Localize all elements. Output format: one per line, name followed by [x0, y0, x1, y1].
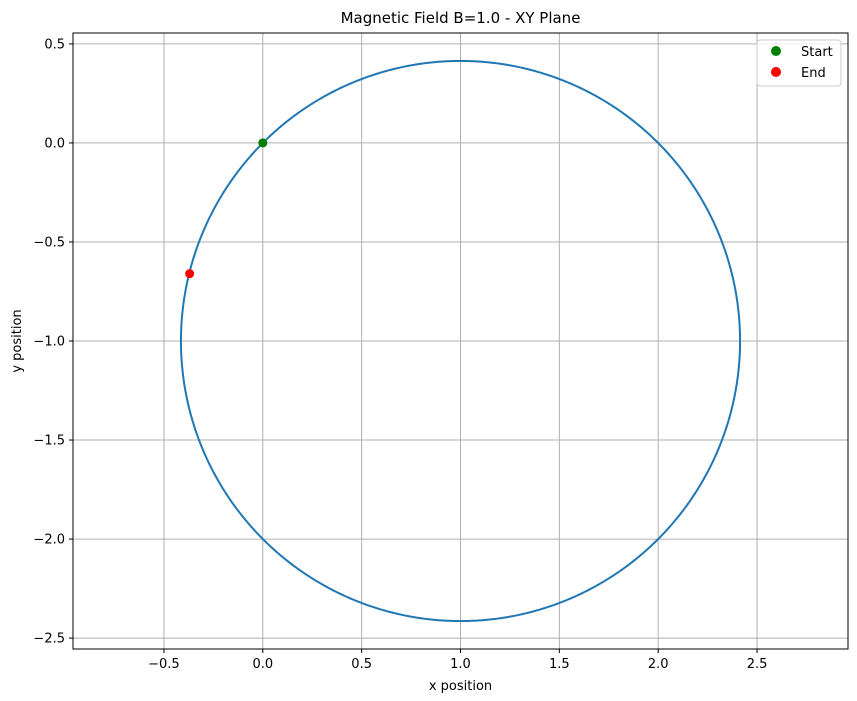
y-tick-label: −1.5: [33, 434, 65, 449]
y-tick-label: −2.0: [33, 533, 65, 548]
chart-title: Magnetic Field B=1.0 - XY Plane: [341, 9, 581, 27]
x-tick-label: 2.5: [747, 657, 768, 672]
y-tick-label: 0.0: [44, 136, 65, 151]
y-tick-label: −2.5: [33, 632, 65, 647]
y-axis-label: y position: [10, 309, 25, 372]
trajectory-line: [179, 59, 742, 623]
x-tick-label: 0.5: [351, 657, 372, 672]
y-tick-label: −1.0: [33, 335, 65, 350]
x-axis-label: x position: [429, 679, 492, 694]
legend: Start End: [756, 39, 842, 87]
x-tick-label: 1.0: [450, 657, 471, 672]
legend-marker-end: [771, 67, 781, 77]
x-tick-label: 2.0: [648, 657, 669, 672]
plot-data: [179, 59, 742, 623]
legend-marker-start: [771, 46, 781, 56]
x-tick-label: 1.5: [549, 657, 570, 672]
y-tick-label: −0.5: [33, 235, 65, 250]
legend-label-end: End: [801, 66, 826, 81]
end-point: [185, 269, 195, 279]
x-tick-label: 0.0: [252, 657, 273, 672]
x-tick-label: −0.5: [148, 657, 180, 672]
start-point: [258, 138, 268, 148]
legend-label-start: Start: [801, 45, 833, 60]
axis-ticks: −0.5 0.0 0.5 1.0 1.5 2.0 2.5 0.5 0.0 −0.5 −1.0 −1.5…: [33, 37, 767, 672]
y-tick-label: 0.5: [44, 37, 65, 52]
grid: [73, 33, 848, 649]
